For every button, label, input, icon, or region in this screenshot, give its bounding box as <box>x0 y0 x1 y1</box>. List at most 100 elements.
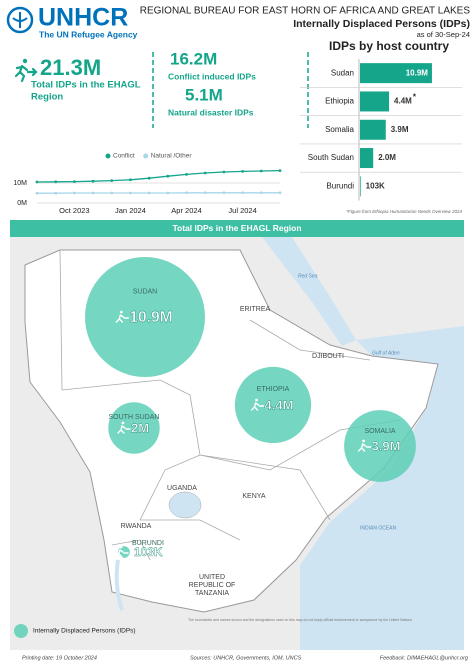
place-label: UGANDA <box>167 485 197 492</box>
point <box>185 191 188 195</box>
point <box>54 191 58 195</box>
point <box>91 179 95 183</box>
point <box>129 178 132 182</box>
runner-body <box>115 549 129 558</box>
point <box>147 191 151 195</box>
runner-icon <box>357 439 372 452</box>
runner-icon <box>14 58 38 83</box>
category-label: Ethiopia <box>325 97 354 106</box>
runner-body <box>250 402 265 411</box>
report-date: as of 30-Sep-24 <box>417 30 470 39</box>
bubble-value: 4.4M <box>265 397 294 412</box>
place-label: UNITED <box>199 574 225 581</box>
sea-label: Gulf of Aden <box>372 350 400 356</box>
sea-label: Red Sea <box>298 273 318 279</box>
bureau: REGIONAL BUREAU FOR EAST HORN OF AFRICA … <box>140 6 471 17</box>
point <box>222 191 226 195</box>
kpi-label: Total IDPs in the EHAGL <box>31 80 141 91</box>
point <box>110 191 114 195</box>
kpi-value: 16.2M <box>170 49 217 68</box>
point <box>166 191 170 195</box>
legend-label: Internally Displaced Persons (IDPs) <box>33 628 136 635</box>
point <box>129 191 132 195</box>
legend-label: Conflict <box>113 153 135 160</box>
runner-body <box>357 443 372 452</box>
point <box>72 191 76 195</box>
bubble <box>344 410 416 482</box>
place-label: RWANDA <box>121 523 152 530</box>
value-label: 10.9M <box>406 68 429 77</box>
footer: Feedback: DIMAEHAGL@unhcr.org <box>380 655 469 661</box>
series-line <box>36 169 281 183</box>
footer: Sources: UNHCR, Governments, IOM, UNCS <box>190 655 302 661</box>
point <box>54 180 58 184</box>
bar <box>360 91 390 112</box>
point <box>147 176 151 180</box>
place-label: TANZANIA <box>195 590 229 597</box>
point <box>259 191 263 195</box>
runner-head <box>121 421 125 425</box>
value-label: 4.4M <box>394 97 412 106</box>
map-title: Total IDPs in the EHAGL Region <box>172 223 301 233</box>
legend-label: Natural /Other <box>151 153 193 160</box>
point <box>185 173 188 176</box>
point <box>91 191 95 195</box>
bubble-name: BURUNDI <box>132 540 164 547</box>
bubble-value: 3.9M <box>372 438 401 453</box>
runner-icon <box>115 310 130 323</box>
bar <box>360 176 361 197</box>
bubble-name: SUDAN <box>133 289 158 296</box>
x-tick-label: Jul 2024 <box>228 206 256 215</box>
point <box>35 180 39 184</box>
value-label: 103K <box>366 181 385 190</box>
legend-swatch <box>105 153 111 159</box>
runner-body <box>115 314 130 323</box>
legend-swatch <box>143 153 149 159</box>
bubble <box>234 366 312 444</box>
point <box>222 170 226 174</box>
runner-head <box>119 545 123 549</box>
point <box>35 191 39 195</box>
bar <box>360 63 432 84</box>
category-label: South Sudan <box>308 153 354 162</box>
footnote-marker: * <box>413 93 417 102</box>
place-label: REPUBLIC OF <box>189 582 236 589</box>
point <box>259 169 263 173</box>
runner-head <box>119 310 123 314</box>
legend-swatch <box>14 624 28 638</box>
runner-head <box>255 398 258 402</box>
y-tick-label: 10M <box>13 180 27 187</box>
runner-body <box>117 425 131 434</box>
runner-icon <box>117 421 131 434</box>
point <box>278 169 282 173</box>
kpi-value: 21.3M <box>40 55 101 80</box>
place-label: KENYA <box>242 493 266 500</box>
point <box>278 191 282 195</box>
bubble-value: 10.9M <box>129 309 172 326</box>
point <box>241 170 245 173</box>
bubble <box>108 402 160 454</box>
kpi-label: Conflict induced IDPs <box>168 71 256 81</box>
org: UNHCR <box>38 4 128 32</box>
point <box>72 180 76 184</box>
footer: Printing date: 19 October 2024 <box>22 655 97 661</box>
point <box>203 191 207 195</box>
bubble <box>85 257 205 377</box>
point <box>110 179 114 183</box>
category-label: Sudan <box>331 68 354 77</box>
runner-head <box>362 439 365 443</box>
kpi-label: Natural disaster IDPs <box>168 107 254 117</box>
runner-icon <box>115 545 129 558</box>
value-label: 3.9M <box>391 125 409 134</box>
place-label: DJIBOUTI <box>312 353 344 360</box>
sea-label: INDIAN OCEAN <box>360 525 397 531</box>
x-tick-label: Oct 2023 <box>59 206 89 215</box>
tagline: The UN Refugee Agency <box>39 29 138 39</box>
category-label: Somalia <box>325 125 354 134</box>
category-label: Burundi <box>326 181 354 190</box>
bar <box>360 119 386 140</box>
y-tick-label: 0M <box>17 200 27 207</box>
x-tick-label: Jan 2024 <box>115 206 146 215</box>
x-tick-label: Apr 2024 <box>171 206 201 215</box>
